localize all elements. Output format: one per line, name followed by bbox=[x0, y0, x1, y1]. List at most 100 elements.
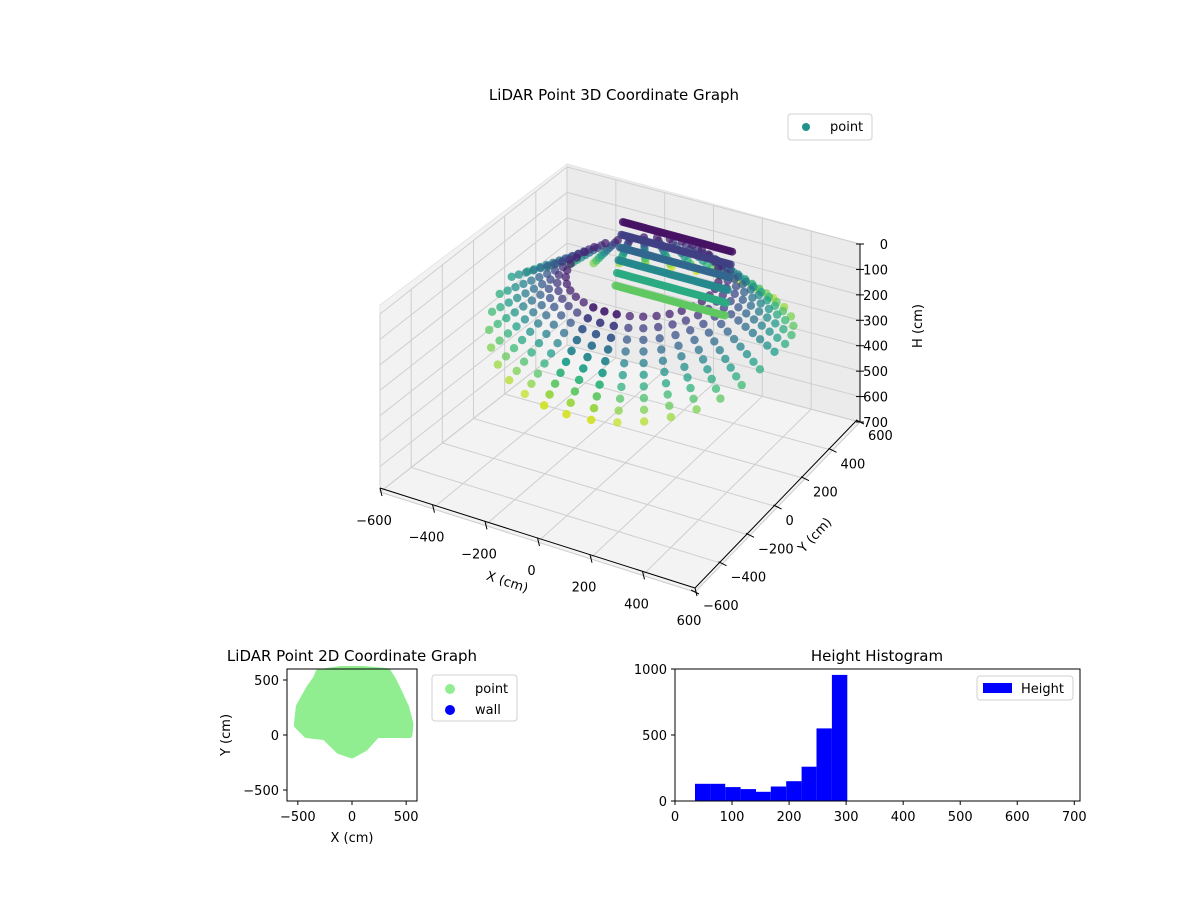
lidar-point-3d bbox=[742, 350, 752, 359]
lidar-point-3d bbox=[665, 309, 674, 319]
legend-histogram: Height bbox=[976, 675, 1074, 701]
y-tick-3d bbox=[773, 504, 782, 510]
lidar-point-3d bbox=[639, 347, 648, 356]
lidar-point-3d bbox=[757, 321, 766, 330]
legend-2d-wall-marker bbox=[445, 705, 455, 715]
y-axis-label-3d: Y (cm) bbox=[795, 515, 835, 557]
lidar-point-3d bbox=[513, 293, 522, 303]
lidar-point-3d bbox=[536, 290, 545, 299]
x-tick-label-3d: −200 bbox=[461, 547, 497, 562]
x-tick-label-hist: 600 bbox=[1005, 810, 1030, 825]
lidar-point-3d bbox=[503, 329, 513, 338]
x-tick-label-hist: 0 bbox=[671, 810, 679, 825]
h-tick-label-3d: 400 bbox=[863, 340, 888, 355]
h-tick-label-3d: 300 bbox=[863, 314, 888, 329]
lidar-point-3d bbox=[570, 387, 580, 396]
lidar-point-3d bbox=[748, 293, 757, 302]
x-tick-label-3d: 600 bbox=[677, 614, 702, 629]
x-axis-label-3d: X (cm) bbox=[484, 569, 530, 597]
legend-2d-point-label: point bbox=[475, 682, 508, 697]
lidar-point-3d bbox=[749, 357, 758, 366]
lidar-point-3d bbox=[543, 261, 552, 271]
lidar-point-3d bbox=[660, 367, 669, 377]
lidar-point-3d bbox=[592, 392, 601, 401]
lidar-point-3d bbox=[639, 335, 648, 345]
lidar-point-3d bbox=[732, 372, 741, 381]
lidar-point-3d bbox=[572, 253, 581, 262]
ticks-histogram: 0 100 200 300 400 500 600 700 0 500 1000 bbox=[634, 663, 1087, 825]
title-histogram: Height Histogram bbox=[811, 647, 943, 665]
lidar-point-3d bbox=[517, 335, 527, 345]
lidar-point-3d bbox=[639, 324, 648, 333]
lidar-point-3d bbox=[520, 315, 530, 324]
lidar-point-3d bbox=[487, 307, 497, 316]
legend-3d: point bbox=[787, 113, 873, 141]
x-axis-label-2d: X (cm) bbox=[331, 831, 374, 846]
lidar-point-3d bbox=[726, 363, 735, 372]
lidar-point-3d bbox=[598, 368, 607, 378]
y-tick-3d bbox=[718, 561, 727, 567]
lidar-point-3d bbox=[683, 373, 692, 382]
y-tick-label-3d: 200 bbox=[813, 486, 838, 501]
lidar-point-3d bbox=[640, 417, 649, 426]
lidar-point-3d bbox=[624, 323, 633, 333]
lidar-point-3d bbox=[529, 266, 538, 275]
lidar-point-3d bbox=[763, 341, 772, 350]
lidar-point-3d bbox=[507, 272, 516, 281]
histogram-bar bbox=[740, 789, 756, 801]
lidar-point-3d bbox=[772, 310, 782, 319]
histogram-bar bbox=[725, 787, 741, 801]
lidar-point-3d bbox=[534, 339, 544, 348]
lidar-point-3d bbox=[677, 306, 686, 316]
lidar-point-3d bbox=[564, 301, 573, 311]
plot-2d: LiDAR Point 2D Coordinate Graph −500−500… bbox=[219, 647, 518, 846]
lidar-point-3d bbox=[699, 319, 708, 329]
lidar-point-3d bbox=[686, 383, 695, 393]
x-tick-label-3d: 400 bbox=[624, 597, 649, 612]
lidar-point-3d bbox=[535, 273, 544, 282]
lidar-point-3d bbox=[722, 298, 731, 307]
lidar-point-3d bbox=[734, 303, 743, 312]
x-tick-label-hist: 100 bbox=[720, 810, 745, 825]
lidar-point-3d bbox=[526, 327, 535, 336]
lidar-point-3d bbox=[654, 322, 663, 332]
legend-2d-point-marker bbox=[445, 684, 455, 694]
lidar-point-3d bbox=[549, 320, 558, 329]
lidar-point-3d bbox=[519, 357, 529, 366]
lidar-point-3d bbox=[614, 406, 623, 415]
lidar-point-3d bbox=[561, 357, 571, 367]
x-tick-label-2d: 500 bbox=[394, 810, 419, 825]
lidar-point-3d bbox=[710, 337, 719, 346]
lidar-point-3d bbox=[544, 284, 554, 294]
lidar-point-3d bbox=[763, 313, 772, 322]
lidar-point-3d bbox=[754, 290, 763, 300]
lidar-point-3d bbox=[711, 384, 721, 393]
lidar-point-3d bbox=[533, 369, 543, 378]
lidar-point-3d bbox=[613, 418, 622, 427]
lidar-point-3d bbox=[574, 375, 584, 385]
lidar-point-3d bbox=[721, 311, 729, 320]
lidar-point-3d bbox=[639, 393, 649, 403]
lidar-point-3d bbox=[742, 309, 751, 318]
lidar-point-3d bbox=[505, 376, 514, 385]
lidar-point-3d bbox=[612, 310, 621, 319]
lidar-point-3d bbox=[566, 286, 575, 295]
lidar-point-3d bbox=[578, 325, 587, 334]
lidar-point-3d bbox=[765, 327, 774, 336]
lidar-point-3d bbox=[527, 348, 536, 357]
lidar-point-3d bbox=[566, 259, 575, 268]
lidar-point-3d bbox=[639, 370, 648, 379]
lidar-point-3d bbox=[715, 346, 724, 355]
lidar-point-3d bbox=[485, 325, 494, 335]
lidar-point-3d bbox=[493, 360, 503, 369]
lidar-point-3d bbox=[620, 359, 629, 368]
lidar-point-3d bbox=[504, 298, 513, 307]
lidar-point-3d bbox=[617, 382, 626, 392]
lidar-point-3d bbox=[689, 394, 698, 403]
x-tick-3d bbox=[379, 487, 383, 497]
h-tick-label-3d: 500 bbox=[863, 365, 888, 380]
lidar-point-3d bbox=[579, 364, 588, 373]
lidar-point-3d bbox=[738, 295, 747, 304]
lidar-point-3d bbox=[693, 311, 703, 320]
lidar-point-3d bbox=[587, 341, 596, 350]
